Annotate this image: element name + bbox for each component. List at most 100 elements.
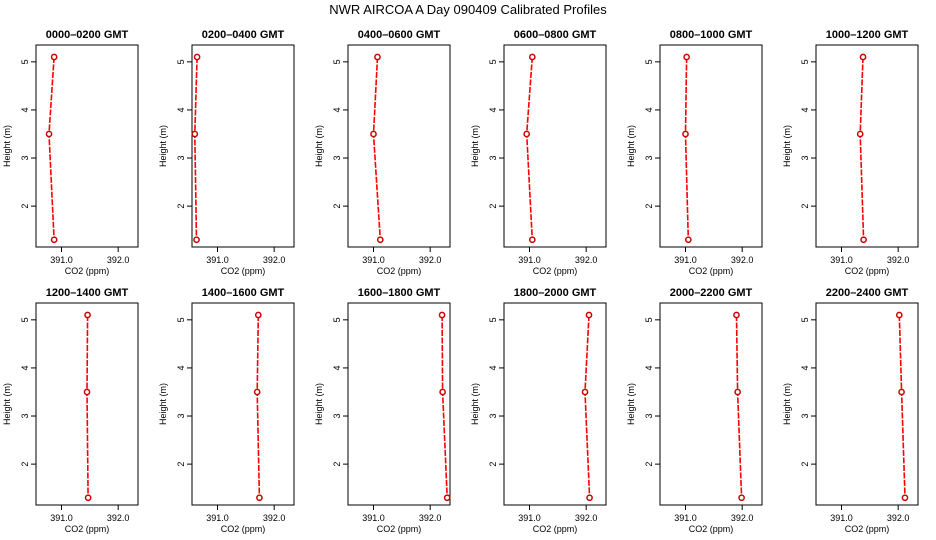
x-axis-label: CO2 (ppm) (845, 524, 890, 534)
y-tick-label: 3 (800, 414, 810, 419)
x-axis-label: CO2 (ppm) (221, 524, 266, 534)
data-point (585, 311, 593, 319)
panel: 1600–1800 GMT 391.0 392.0 2 3 4 5 CO2 (ppm) Heig… (314, 287, 451, 534)
y-tick-label: 5 (644, 59, 654, 64)
x-tick-label: 391.0 (362, 513, 385, 523)
data-point (191, 130, 199, 138)
x-axis-label: CO2 (ppm) (845, 266, 890, 276)
y-tick-label: 2 (488, 462, 498, 467)
data-point (83, 388, 91, 396)
y-tick-label: 3 (332, 414, 342, 419)
panel: 0800–1000 GMT 391.0 392.0 2 3 4 5 CO2 (ppm) Heig… (626, 29, 763, 276)
x-axis-label: CO2 (ppm) (377, 266, 422, 276)
y-tick-label: 2 (800, 462, 810, 467)
y-axis-label: Height (m) (158, 383, 168, 425)
y-tick-label: 5 (20, 317, 30, 322)
y-tick-label: 2 (800, 204, 810, 209)
panel-title: 0800–1000 GMT (670, 29, 753, 41)
x-axis-label: CO2 (ppm) (377, 524, 422, 534)
plot-frame (503, 44, 607, 248)
y-tick-label: 2 (332, 204, 342, 209)
x-tick-label: 391.0 (362, 255, 385, 265)
y-axis-label: Height (m) (782, 383, 792, 425)
plot-frame (191, 302, 295, 506)
y-axis-label: Height (m) (626, 125, 636, 167)
x-axis-label: CO2 (ppm) (689, 524, 734, 534)
x-tick-label: 392.0 (887, 255, 910, 265)
data-point (438, 311, 446, 319)
data-point (581, 388, 589, 396)
series-line (441, 314, 448, 498)
plot-frame (815, 302, 919, 506)
x-tick-label: 391.0 (50, 255, 73, 265)
plot-frame (35, 302, 139, 506)
y-tick-label: 4 (20, 365, 30, 370)
y-tick-label: 4 (488, 365, 498, 370)
data-point (193, 236, 200, 244)
x-tick-label: 391.0 (206, 513, 229, 523)
y-axis-label: Height (m) (470, 383, 480, 425)
y-tick-label: 5 (800, 317, 810, 322)
plot-frame (191, 44, 295, 248)
data-point (895, 311, 903, 319)
y-tick-label: 3 (800, 156, 810, 161)
series-line (86, 314, 89, 498)
panel: 2000–2200 GMT 391.0 392.0 2 3 4 5 CO2 (ppm) Heig… (626, 287, 763, 534)
y-tick-label: 4 (800, 107, 810, 112)
plot-frame (503, 302, 607, 506)
y-tick-label: 4 (176, 365, 186, 370)
panel-title: 0400–0600 GMT (358, 29, 441, 41)
series-line (898, 314, 906, 498)
panel: 1000–1200 GMT 391.0 392.0 2 3 4 5 CO2 (ppm) Heig… (782, 29, 919, 276)
data-point (45, 130, 53, 138)
data-point (370, 130, 377, 138)
figure-title: NWR AIRCOA A Day 090409 Calibrated Profi… (329, 2, 607, 17)
data-point (374, 53, 381, 61)
series-line (372, 56, 382, 240)
y-tick-label: 5 (176, 59, 186, 64)
panel: 1200–1400 GMT 391.0 392.0 2 3 4 5 CO2 (ppm) Heig… (2, 287, 139, 534)
y-tick-label: 5 (332, 59, 342, 64)
y-tick-label: 5 (488, 317, 498, 322)
y-tick-label: 2 (176, 462, 186, 467)
x-tick-label: 392.0 (731, 255, 754, 265)
panel-title: 1600–1800 GMT (358, 287, 441, 299)
data-point (684, 236, 692, 244)
x-tick-label: 392.0 (731, 513, 754, 523)
data-point (528, 53, 536, 61)
panel-title: 2000–2200 GMT (670, 287, 753, 299)
plot-frame (35, 44, 139, 248)
panel: 2200–2400 GMT 391.0 392.0 2 3 4 5 CO2 (ppm) Heig… (782, 287, 919, 534)
y-tick-label: 2 (644, 462, 654, 467)
y-axis-label: Height (m) (470, 125, 480, 167)
y-axis-label: Height (m) (782, 125, 792, 167)
y-axis-label: Height (m) (2, 383, 12, 425)
data-point (523, 130, 531, 138)
y-tick-label: 5 (176, 317, 186, 322)
y-tick-label: 5 (488, 59, 498, 64)
plot-frame (347, 44, 451, 248)
x-tick-label: 392.0 (419, 513, 442, 523)
y-tick-label: 2 (332, 462, 342, 467)
data-point (256, 494, 263, 502)
data-point (682, 130, 689, 138)
data-point (859, 53, 867, 61)
data-point (84, 311, 91, 319)
series-line (256, 314, 261, 498)
y-tick-label: 4 (800, 365, 810, 370)
data-point (856, 130, 864, 138)
data-point (738, 494, 745, 502)
panel: 0400–0600 GMT 391.0 392.0 2 3 4 5 CO2 (ppm) Heig… (314, 29, 451, 276)
y-axis-label: Height (m) (626, 383, 636, 425)
y-tick-label: 4 (332, 107, 342, 112)
plot-frame (347, 302, 451, 506)
panel: 0000–0200 GMT 391.0 392.0 2 3 4 5 CO2 (ppm) Heig… (2, 29, 139, 276)
y-tick-label: 3 (644, 414, 654, 419)
x-tick-label: 392.0 (575, 513, 598, 523)
series-line (684, 56, 690, 240)
data-point (733, 311, 740, 319)
plot-frame (659, 44, 763, 248)
panel-title: 0200–0400 GMT (202, 29, 285, 41)
y-tick-label: 3 (488, 414, 498, 419)
